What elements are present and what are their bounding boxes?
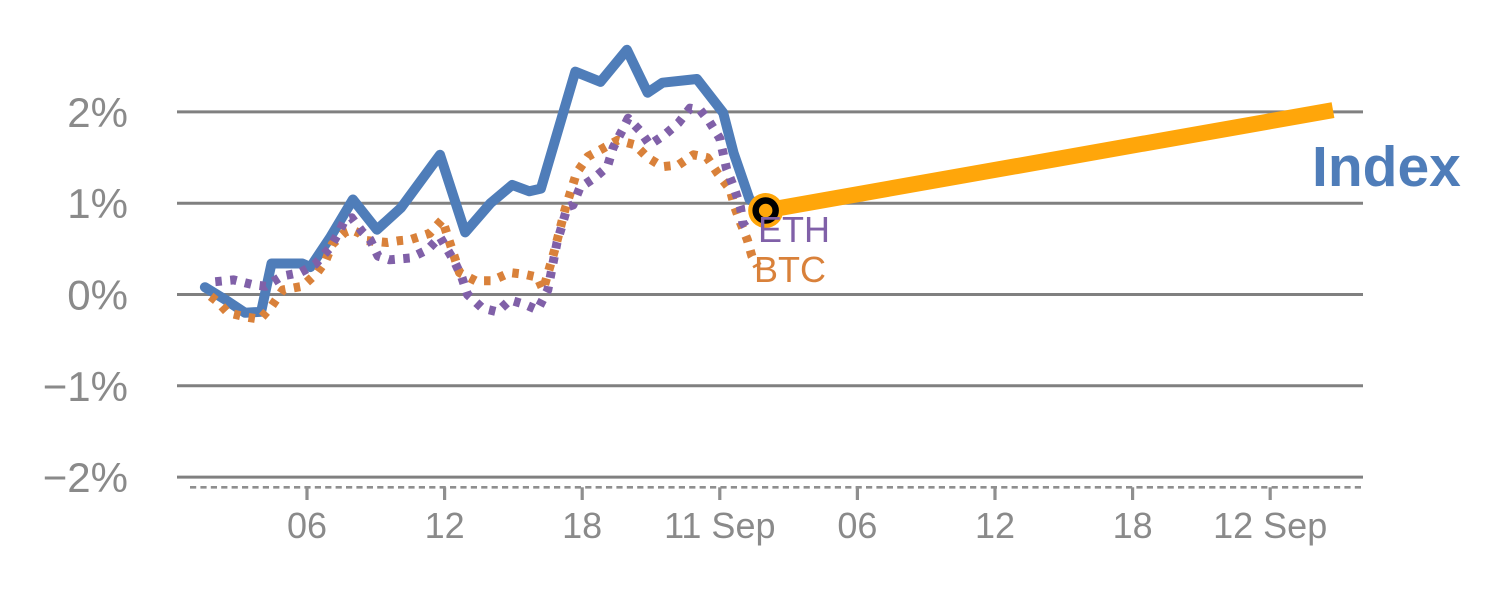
y-axis-labels: 2% 1% 0% −1% −2% [43, 89, 128, 501]
y-tick-label: 2% [67, 89, 128, 136]
x-tick-label: 12 Sep [1213, 505, 1327, 546]
index-projection-line [764, 102, 1335, 219]
btc-series-label: BTC [754, 249, 826, 290]
index-series-label: Index [1312, 135, 1461, 199]
btc-line [207, 135, 762, 324]
eth-series-label: ETH [758, 209, 830, 250]
y-tick-label: 1% [67, 180, 128, 227]
gridlines [177, 110, 1363, 479]
data-series [199, 44, 1335, 324]
y-tick-label: 0% [67, 272, 128, 319]
current-point-marker [748, 193, 784, 229]
x-tick-label: 18 [562, 505, 602, 546]
x-axis: 06 12 18 11 Sep 06 12 18 12 Sep [190, 485, 1363, 546]
x-tick-label: 12 [975, 505, 1015, 546]
marker-ring [752, 197, 779, 224]
y-tick-label: −1% [43, 363, 128, 410]
x-tick-label: 06 [287, 505, 327, 546]
eth-line [214, 103, 750, 317]
x-tick-label: 06 [837, 505, 877, 546]
index-line [199, 44, 771, 318]
x-tick-label: 18 [1113, 505, 1153, 546]
x-tick-label: 11 Sep [664, 505, 775, 546]
x-tick-label: 12 [425, 505, 465, 546]
y-tick-label: −2% [43, 454, 128, 501]
